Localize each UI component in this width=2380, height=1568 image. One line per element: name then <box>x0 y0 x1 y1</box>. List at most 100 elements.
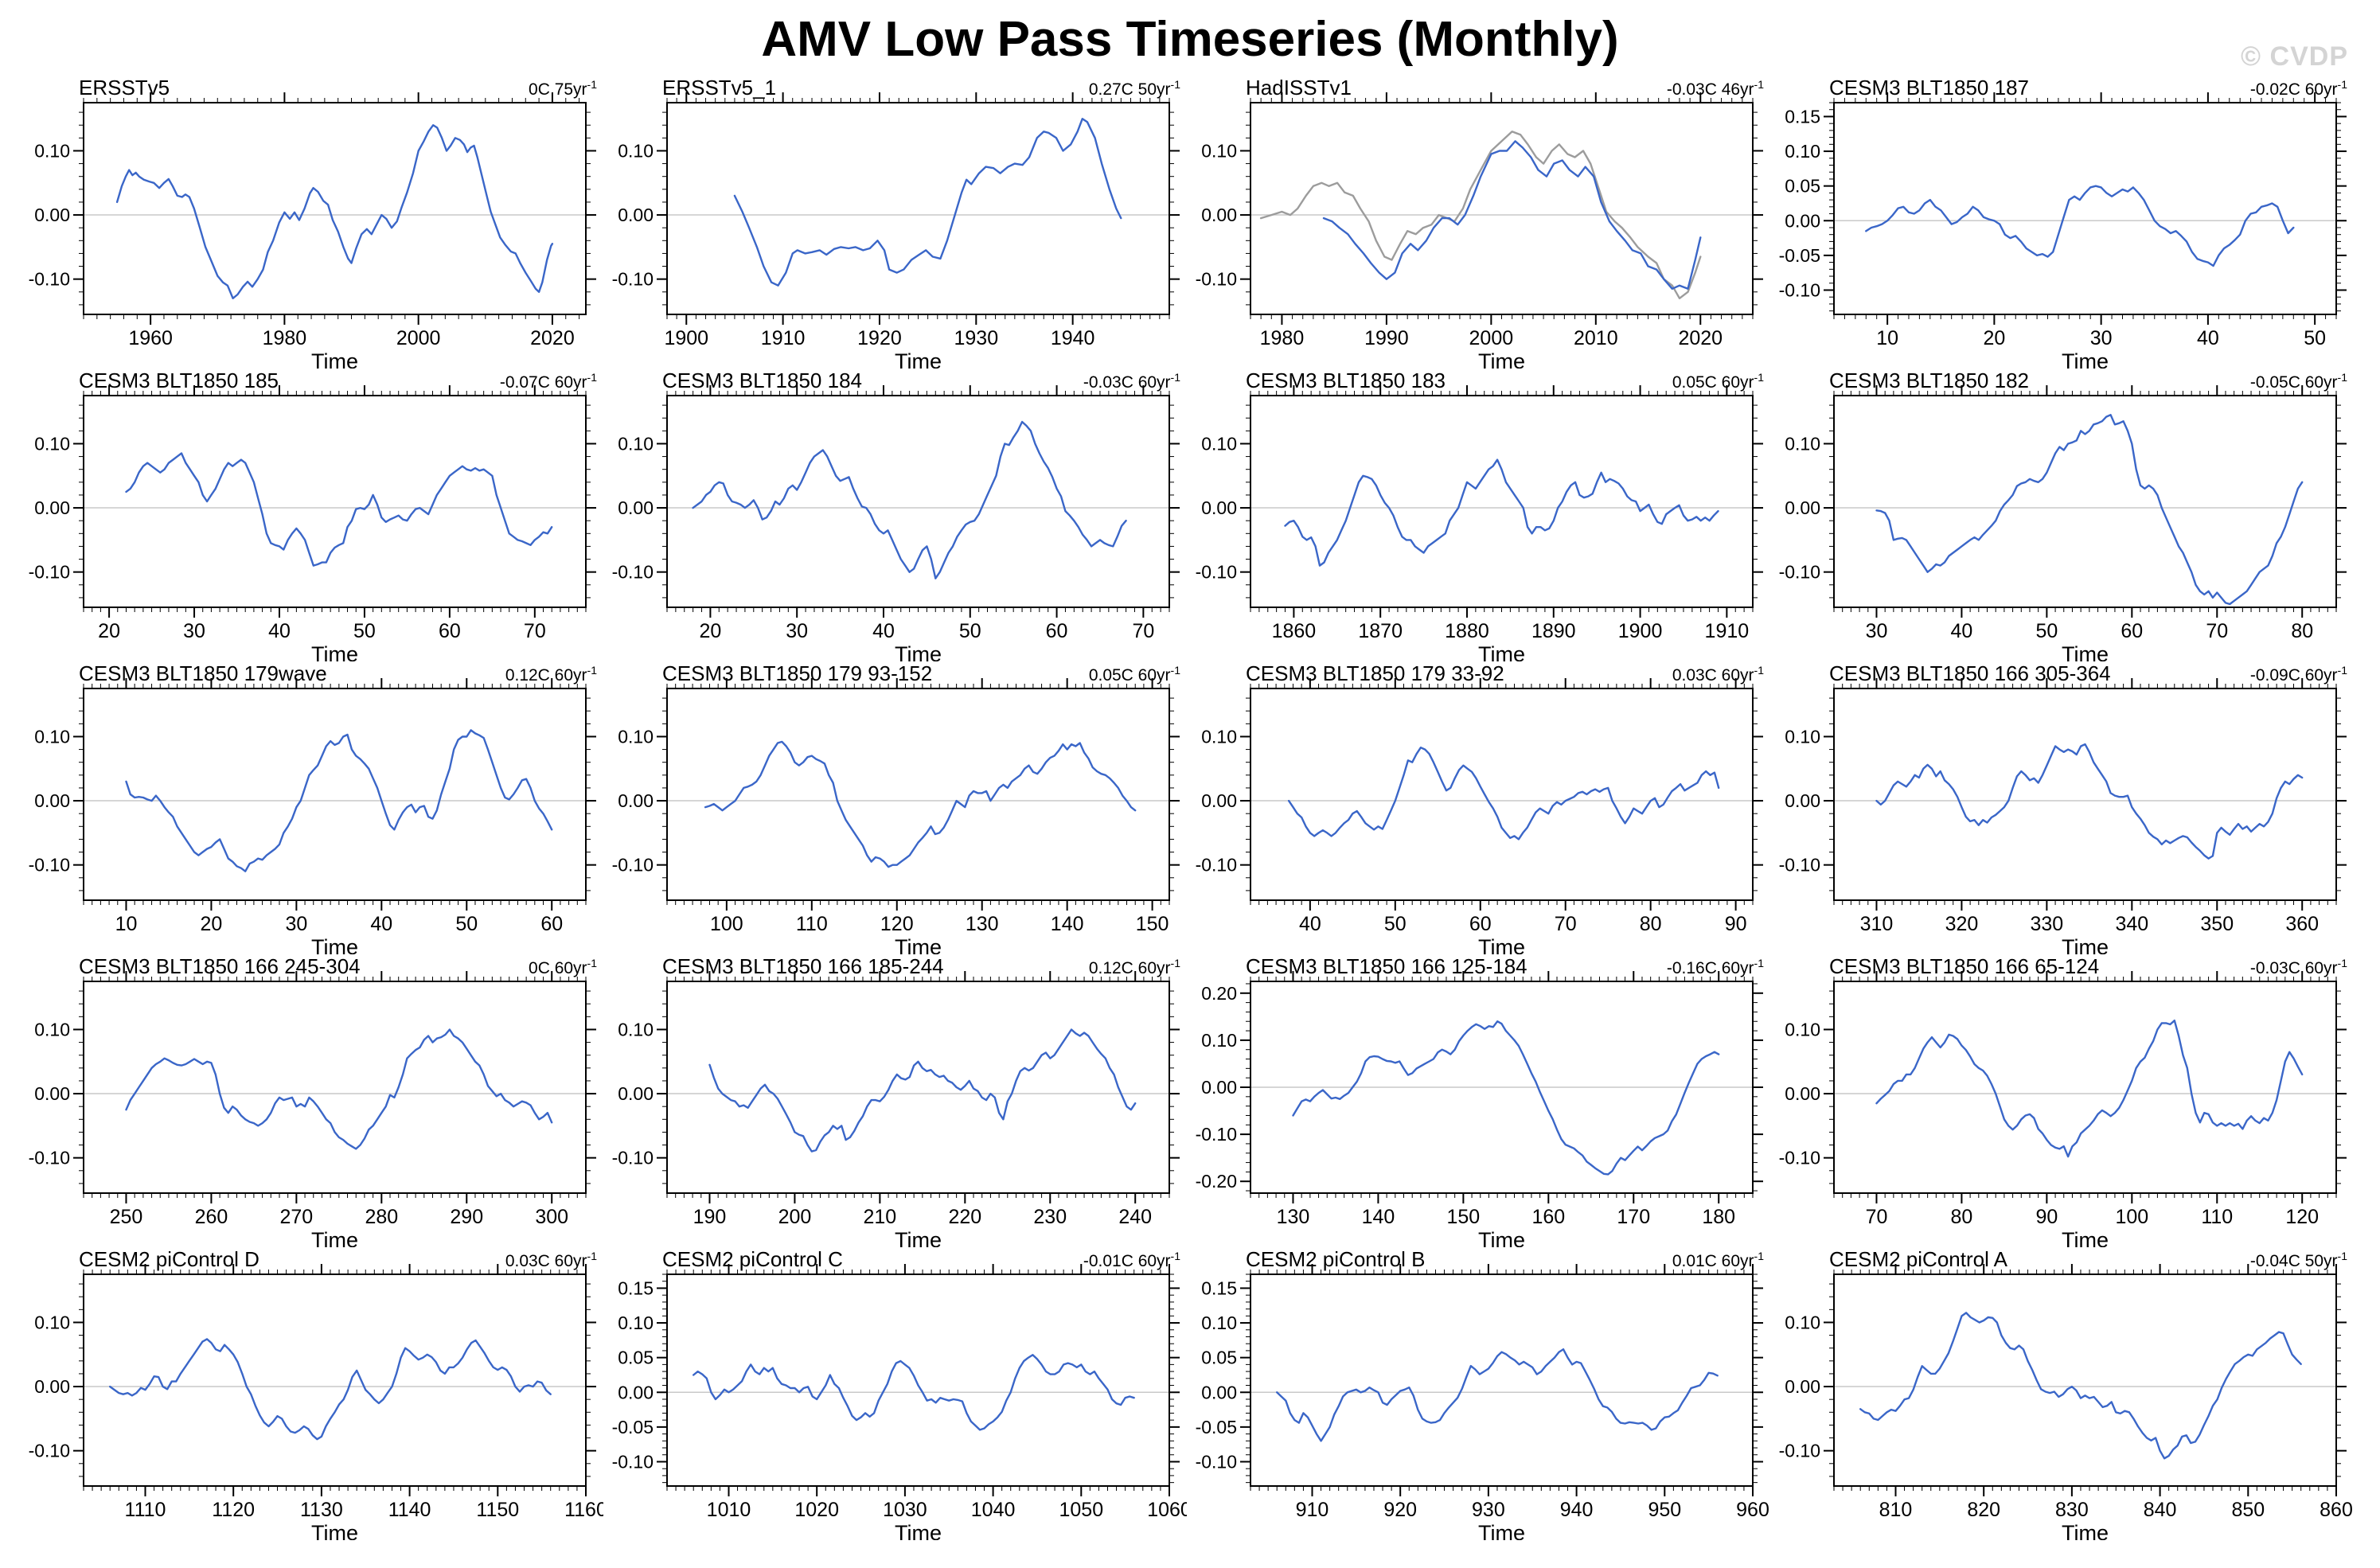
panel-title: CESM3 BLT1850 184 <box>662 369 862 392</box>
x-tick-label: 1960 <box>128 327 173 349</box>
x-tick-label: 1990 <box>1364 327 1409 349</box>
y-tick-label: 0.10 <box>618 433 654 454</box>
y-tick-label: -0.20 <box>1196 1171 1237 1192</box>
x-tick-label: 930 <box>1472 1499 1505 1521</box>
chart-panel-13: CESM3 BLT1850 166 245-304 0C 60yr-1 250 260… <box>26 954 603 1252</box>
x-tick-label: 240 <box>1118 1206 1152 1228</box>
chart-panel-8: CESM3 BLT1850 182 -0.05C 60yr-1 30 40 50 60 70… <box>1777 369 2354 666</box>
chart-panel-6: CESM3 BLT1850 184 -0.03C 60yr-1 20 30 40 50 60… <box>610 369 1187 666</box>
x-axis-label: Time <box>895 642 942 661</box>
x-tick-label: 50 <box>1384 913 1407 935</box>
y-tick-label: -0.10 <box>612 562 654 583</box>
panel-title: CESM3 BLT1850 179 33-92 <box>1246 661 1504 685</box>
panel-annotation: -0.03C 46yr-1 <box>1667 78 1764 99</box>
plot-frame <box>1833 1274 2337 1487</box>
plot-frame <box>83 395 587 608</box>
y-tick-label: 0.15 <box>1201 1277 1237 1298</box>
x-axis-label: Time <box>895 349 942 369</box>
panel-title: CESM3 BLT1850 166 245-304 <box>79 954 361 978</box>
x-tick-label: 100 <box>2115 1206 2148 1228</box>
y-tick-label: 0.05 <box>1785 176 1820 197</box>
series-line <box>733 118 1122 287</box>
y-tick-label: 0.00 <box>1201 205 1237 225</box>
panel-annotation: 0C 60yr-1 <box>529 957 597 977</box>
chart-svg: CESM3 BLT1850 166 305-364 -0.09C 60yr-1 31… <box>1779 661 2348 959</box>
x-tick-label: 70 <box>1866 1206 1888 1228</box>
panel-annotation: 0.01C 60yr-1 <box>1672 1250 1764 1270</box>
y-tick-label: 0.00 <box>1201 1077 1237 1098</box>
x-tick-label: 50 <box>353 620 376 642</box>
chart-panel-18: CESM2 piControl C -0.01C 60yr-1 1010 1020 10… <box>610 1247 1192 1545</box>
x-tick-label: 60 <box>1046 620 1068 642</box>
x-axis-label: Time <box>311 349 358 369</box>
x-tick-label: 1910 <box>761 327 806 349</box>
panel-title: ERSSTv5_1 <box>662 76 776 99</box>
x-tick-label: 30 <box>2090 327 2113 349</box>
panel-title: ERSSTv5 <box>79 76 170 99</box>
x-tick-label: 50 <box>455 913 478 935</box>
series-line <box>1865 185 2295 267</box>
chart-svg: CESM2 piControl A -0.04C 50yr-1 810 820 830 8… <box>1779 1247 2353 1545</box>
x-tick-label: 130 <box>1277 1206 1310 1228</box>
series-line <box>1875 743 2304 860</box>
x-tick-label: 1940 <box>1051 327 1095 349</box>
x-tick-label: 280 <box>365 1206 398 1228</box>
x-tick-label: 40 <box>370 913 392 935</box>
y-tick-label: -0.05 <box>1196 1417 1237 1437</box>
y-tick-label: 0.20 <box>1201 983 1237 1004</box>
chart-svg: CESM3 BLT1850 183 0.05C 60yr-1 1860 1870 188… <box>1196 369 1765 666</box>
x-tick-label: 40 <box>1951 620 1973 642</box>
x-tick-label: 10 <box>115 913 138 935</box>
panel-title: CESM3 BLT1850 179 93-152 <box>662 661 932 685</box>
panel-title: CESM2 piControl A <box>1829 1247 2008 1271</box>
x-tick-label: 310 <box>1860 913 1894 935</box>
x-tick-label: 320 <box>1945 913 1979 935</box>
y-tick-label: 0.10 <box>1785 141 1820 162</box>
x-tick-label: 60 <box>1469 913 1492 935</box>
y-tick-label: 0.10 <box>34 140 70 161</box>
chart-svg: HadISSTv1 -0.03C 46yr-1 1980 1990 2000 2010 20… <box>1196 76 1765 373</box>
x-tick-label: 250 <box>110 1206 143 1228</box>
y-tick-label: 0.10 <box>34 433 70 454</box>
x-axis-label: Time <box>311 642 358 661</box>
panel-annotation: 0.03C 60yr-1 <box>1672 664 1764 685</box>
x-tick-label: 950 <box>1648 1499 1681 1521</box>
chart-svg: CESM3 BLT1850 184 -0.03C 60yr-1 20 30 40 50 60… <box>612 369 1181 666</box>
y-tick-label: 0.10 <box>618 1019 654 1039</box>
y-tick-label: 0.10 <box>1785 1019 1820 1039</box>
chart-svg: CESM3 BLT1850 179 33-92 0.03C 60yr-1 40 50 6… <box>1196 661 1765 959</box>
x-axis-label: Time <box>311 1228 358 1247</box>
panel-annotation: 0.12C 60yr-1 <box>1089 957 1180 977</box>
x-tick-label: 60 <box>540 913 563 935</box>
x-tick-label: 1890 <box>1531 620 1576 642</box>
x-tick-label: 2020 <box>530 327 575 349</box>
plot-frame <box>83 688 587 901</box>
plot-frame <box>1250 981 1754 1194</box>
x-tick-label: 70 <box>2206 620 2228 642</box>
series-line <box>115 124 554 299</box>
x-tick-label: 150 <box>1136 913 1169 935</box>
x-tick-label: 230 <box>1033 1206 1067 1228</box>
panel-title: CESM3 BLT1850 166 125-184 <box>1246 954 1527 978</box>
x-tick-label: 840 <box>2144 1499 2177 1521</box>
x-tick-label: 20 <box>1983 327 2005 349</box>
x-tick-label: 60 <box>439 620 461 642</box>
x-tick-label: 190 <box>693 1206 727 1228</box>
series-line <box>1322 140 1702 290</box>
x-tick-label: 270 <box>280 1206 314 1228</box>
y-tick-label: -0.10 <box>29 1441 70 1461</box>
x-tick-label: 40 <box>1299 913 1321 935</box>
x-axis-label: Time <box>1478 935 1525 954</box>
chart-svg: CESM3 BLT1850 182 -0.05C 60yr-1 30 40 50 60 70… <box>1779 369 2348 666</box>
series-line <box>1259 131 1702 299</box>
x-tick-label: 1030 <box>883 1499 927 1521</box>
x-tick-label: 20 <box>201 913 223 935</box>
series-line <box>1275 1348 1719 1442</box>
x-tick-label: 20 <box>98 620 120 642</box>
x-tick-label: 1900 <box>664 327 708 349</box>
x-tick-label: 170 <box>1617 1206 1650 1228</box>
series-line <box>1287 746 1720 841</box>
x-tick-label: 850 <box>2231 1499 2265 1521</box>
series-line <box>1875 414 2304 606</box>
x-tick-label: 260 <box>195 1206 228 1228</box>
